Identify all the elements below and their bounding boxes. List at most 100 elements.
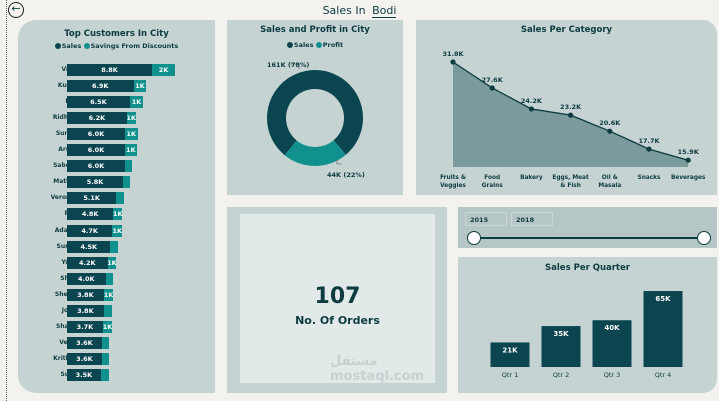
sales-bar[interactable]: 3.6K: [67, 352, 102, 365]
category-value-label: 31.8K: [442, 50, 464, 58]
quarter-bar: [592, 320, 632, 367]
savings-bar[interactable]: 1K: [129, 96, 144, 109]
city-selector[interactable]: Bodi: [372, 4, 397, 18]
sales-per-category-panel: Sales Per Category 31.8K Fruits & Veggies 2…: [416, 20, 717, 195]
slider-handle-end[interactable]: [697, 231, 711, 245]
savings-bar[interactable]: [116, 192, 124, 205]
quarter-tick-label: Qtr 3: [604, 371, 621, 379]
sales-profit-panel: Sales and Profit in City Sales Profit 16…: [227, 20, 403, 195]
savings-bar[interactable]: [110, 240, 119, 253]
sales-bar[interactable]: 3.8K: [67, 288, 104, 301]
sales-bar[interactable]: 6.2K: [67, 112, 127, 125]
savings-bar[interactable]: 1K: [102, 320, 113, 333]
customers-title: Top Customers In City: [64, 29, 169, 39]
page-border: [6, 0, 7, 401]
customer-name: Veronica: [50, 194, 80, 202]
sales-bar[interactable]: 6.9K: [67, 80, 134, 93]
category-tick-label: Beverages: [671, 175, 706, 181]
donut-chart: [267, 63, 363, 166]
savings-bar[interactable]: 1K: [107, 256, 117, 269]
customer-name: Mathew: [20, 178, 80, 185]
sales-bar[interactable]: 3.6K: [67, 336, 102, 349]
quarter-tick-label: Qtr 2: [553, 371, 570, 379]
savings-bar[interactable]: 1K: [133, 80, 147, 93]
category-value-label: 20.6K: [599, 119, 621, 127]
savings-bar[interactable]: [100, 368, 109, 381]
customers-legend: Sales Savings From Discounts: [18, 42, 215, 50]
sales-bar[interactable]: 4.8K: [67, 208, 114, 221]
category-value-label: 15.9K: [678, 148, 700, 156]
quarter-bar: [490, 342, 530, 367]
category-point: [685, 157, 691, 163]
sales-bar[interactable]: 4.7K: [67, 224, 113, 237]
category-point: [528, 106, 534, 112]
category-tick-label: & Fish: [560, 183, 581, 189]
customer-name: Ridhesh: [20, 114, 80, 121]
category-tick-label: Veggies: [440, 183, 466, 189]
slider-track[interactable]: [474, 237, 704, 239]
category-point: [568, 112, 574, 118]
quarter-value-label: 40K: [604, 324, 620, 332]
category-tick-label: Snacks: [638, 175, 662, 181]
category-tick-label: Bakery: [520, 175, 543, 181]
savings-bar[interactable]: [124, 160, 132, 173]
sales-bar[interactable]: 8.8K: [67, 64, 152, 76]
category-value-label: 17.7K: [638, 137, 660, 145]
sales-bar[interactable]: 6.0K: [67, 128, 125, 141]
category-point: [450, 59, 456, 65]
savings-bar[interactable]: [105, 272, 114, 285]
kpi-card: 107 No. Of Orders مستقل mostaql.com: [240, 214, 435, 384]
sales-bar[interactable]: 5.1K: [67, 192, 117, 205]
year-slider-panel: 2015 2018: [458, 207, 717, 248]
year-from-input[interactable]: 2015: [465, 212, 507, 226]
kpi-value: 107: [314, 284, 361, 309]
orders-kpi-panel: 107 No. Of Orders مستقل mostaql.com: [227, 207, 447, 393]
category-tick-label: Grains: [482, 183, 504, 189]
watermark: مستقل mostaql.com: [330, 354, 425, 384]
sales-bar[interactable]: 6.0K: [67, 144, 125, 157]
savings-bar[interactable]: 1K: [124, 144, 137, 157]
savings-bar[interactable]: [101, 336, 110, 349]
category-point: [646, 146, 652, 152]
quarter-bar: [643, 291, 683, 367]
donut-slice-profit: [284, 140, 346, 166]
savings-bar[interactable]: 1K: [103, 288, 114, 301]
sales-bar[interactable]: 4.2K: [67, 256, 108, 269]
category-value-label: 27.6K: [482, 76, 504, 84]
quarter-bar: [541, 326, 581, 367]
savings-bar[interactable]: 1K: [112, 208, 123, 221]
year-to-input[interactable]: 2018: [511, 212, 553, 226]
top-customers-panel: Top Customers In City Sales Savings From…: [18, 20, 215, 393]
savings-bar[interactable]: [123, 176, 130, 189]
sales-bar[interactable]: 4.0K: [67, 272, 106, 285]
kpi-label: No. Of Orders: [295, 314, 380, 327]
title-prefix: Sales In: [322, 4, 366, 17]
quarter-tick-label: Qtr 1: [502, 371, 519, 379]
savings-bar[interactable]: 1K: [124, 128, 138, 141]
savings-bar[interactable]: [103, 304, 113, 317]
category-tick-label: Masala: [598, 183, 621, 189]
sales-bar[interactable]: 3.7K: [67, 320, 103, 333]
quarter-title: Sales Per Quarter: [545, 263, 630, 273]
savings-bar[interactable]: [101, 352, 109, 365]
back-button[interactable]: ←: [8, 2, 24, 18]
donut-legend: Sales Profit: [227, 41, 403, 49]
quarter-value-label: 35K: [553, 330, 569, 338]
quarter-tick-label: Qtr 4: [655, 371, 672, 379]
savings-bar[interactable]: 1K: [112, 224, 123, 237]
donut-title: Sales and Profit in City: [260, 25, 370, 35]
sales-bar[interactable]: 3.5K: [67, 368, 101, 381]
sales-bar[interactable]: 6.0K: [67, 160, 125, 173]
sales-bar[interactable]: 4.5K: [67, 240, 111, 253]
category-point: [489, 85, 495, 91]
category-title: Sales Per Category: [520, 25, 613, 35]
slider-handle-start[interactable]: [467, 231, 481, 245]
sales-bar[interactable]: 5.8K: [67, 176, 124, 189]
sales-per-quarter-panel: Sales Per Quarter 21K Qtr 1 35K Qtr 2 40K Qtr…: [458, 257, 717, 393]
quarter-value-label: 21K: [502, 346, 518, 354]
category-tick-label: Eggs, Meat: [552, 175, 589, 181]
savings-bar[interactable]: 1K: [126, 112, 137, 125]
sales-bar[interactable]: 3.8K: [67, 304, 104, 317]
sales-bar[interactable]: 6.5K: [67, 96, 130, 109]
savings-bar[interactable]: 2K: [152, 64, 176, 76]
